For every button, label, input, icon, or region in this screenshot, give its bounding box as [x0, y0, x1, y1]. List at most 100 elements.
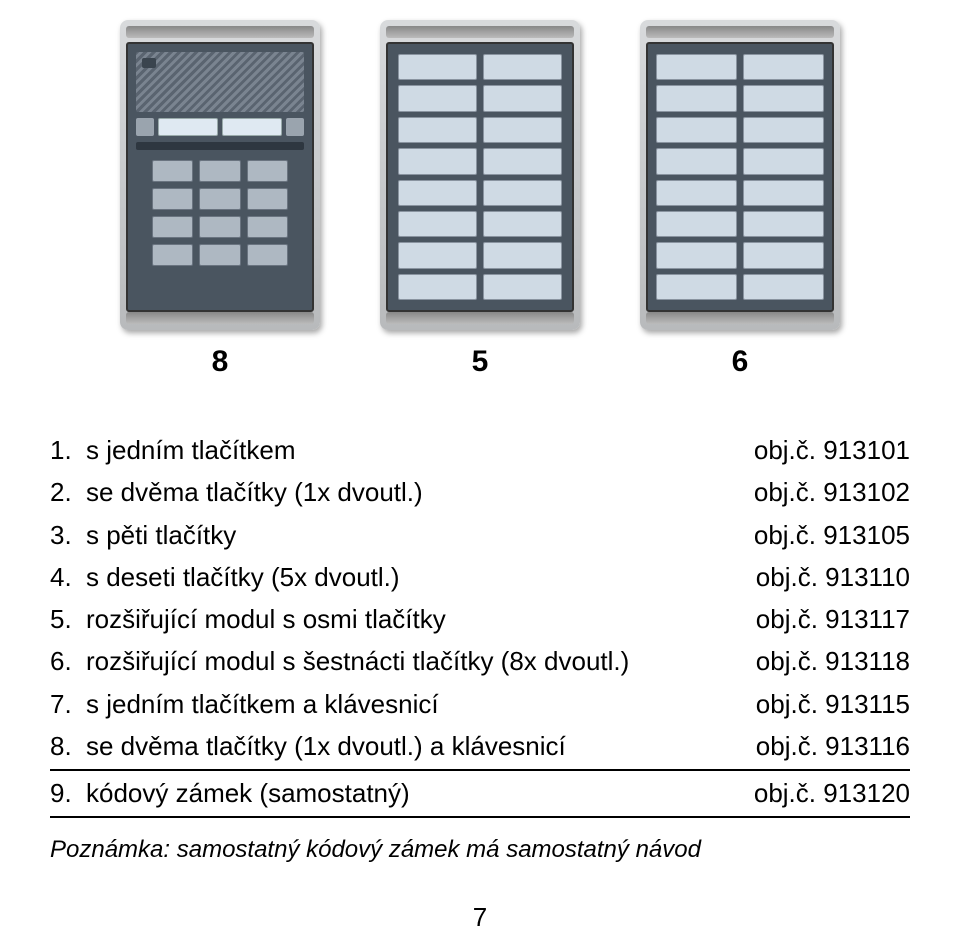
- nameplate-button-icon: [656, 148, 737, 174]
- nameplate-button-icon: [483, 242, 562, 268]
- list-item: 9.kódový zámek (samostatný)obj.č. 913120: [50, 769, 910, 817]
- nameplate-button-icon: [398, 242, 477, 268]
- panel-number-label: 8: [212, 345, 229, 379]
- button-column: [656, 54, 737, 300]
- call-button-icon: [286, 118, 304, 136]
- nameplate-icon: [158, 118, 218, 136]
- keypad-key-icon: [247, 160, 288, 182]
- list-item-label: s deseti tlačítky (5x dvoutl.): [86, 557, 756, 597]
- button-row: [398, 54, 562, 80]
- nameplate-button-icon: [483, 274, 562, 300]
- call-button-icon: [136, 118, 154, 136]
- list-item: 7.s jedním tlačítkem a klávesnicíobj.č. …: [50, 683, 910, 725]
- nameplate-button-icon: [483, 117, 562, 143]
- list-item-code: obj.č. 913118: [756, 641, 910, 681]
- keypad-key-icon: [152, 216, 193, 238]
- nameplate-button-icon: [656, 211, 737, 237]
- keypad-key-icon: [247, 244, 288, 266]
- list-item-number: 8.: [50, 726, 86, 766]
- button-row: [398, 85, 562, 111]
- panel-body: [126, 42, 314, 312]
- list-item-number: 1.: [50, 430, 86, 470]
- nameplate-button-icon: [398, 148, 477, 174]
- list-item-number: 4.: [50, 557, 86, 597]
- nameplate-button-icon: [656, 180, 737, 206]
- nameplate-button-icon: [656, 274, 737, 300]
- list-item-label: rozšiřující modul s šestnácti tlačítky (…: [86, 641, 756, 681]
- panel-5-wrap: 5: [380, 20, 580, 379]
- list-item-code: obj.č. 913115: [756, 684, 910, 724]
- list-item-code: obj.č. 913102: [754, 472, 910, 512]
- list-item: 2.se dvěma tlačítky (1x dvoutl.)obj.č. 9…: [50, 471, 910, 513]
- panel-top-cap: [126, 26, 314, 38]
- button-row: [398, 242, 562, 268]
- keypad-key-icon: [247, 216, 288, 238]
- list-item-label: se dvěma tlačítky (1x dvoutl.): [86, 472, 754, 512]
- nameplate-button-icon: [398, 85, 477, 111]
- list-item-number: 9.: [50, 773, 86, 813]
- nameplate-button-icon: [743, 180, 824, 206]
- list-item-label: se dvěma tlačítky (1x dvoutl.) a klávesn…: [86, 726, 756, 766]
- nameplate-button-icon: [656, 117, 737, 143]
- keypad-key-icon: [247, 188, 288, 210]
- list-item-number: 3.: [50, 515, 86, 555]
- button-row: [398, 117, 562, 143]
- list-item-number: 7.: [50, 684, 86, 724]
- button-row: [398, 148, 562, 174]
- list-item-code: obj.č. 913101: [754, 430, 910, 470]
- footnote: Poznámka: samostatný kódový zámek má sam…: [50, 836, 910, 864]
- nameplate-button-icon: [656, 242, 737, 268]
- nameplate-button-icon: [743, 54, 824, 80]
- nameplate-button-icon: [656, 85, 737, 111]
- nameplate-button-icon: [398, 54, 477, 80]
- separator-icon: [136, 142, 304, 150]
- list-item: 1.s jedním tlačítkemobj.č. 913101: [50, 429, 910, 471]
- list-item-code: obj.č. 913110: [756, 557, 910, 597]
- nameplate-button-icon: [743, 117, 824, 143]
- keypad-key-icon: [152, 160, 193, 182]
- nameplate-button-icon: [398, 117, 477, 143]
- keypad-key-icon: [199, 160, 240, 182]
- nameplate-button-icon: [398, 180, 477, 206]
- list-item-label: rozšiřující modul s osmi tlačítky: [86, 599, 756, 639]
- list-item: 4.s deseti tlačítky (5x dvoutl.)obj.č. 9…: [50, 556, 910, 598]
- panel-6-wrap: 6: [640, 20, 840, 379]
- list-item-number: 5.: [50, 599, 86, 639]
- nameplate-button-icon: [483, 211, 562, 237]
- list-item: 5.rozšiřující modul s osmi tlačítkyobj.č…: [50, 598, 910, 640]
- nameplate-button-icon: [743, 242, 824, 268]
- panel-number-label: 6: [732, 345, 749, 379]
- list-item-number: 2.: [50, 472, 86, 512]
- speaker-grille-icon: [136, 52, 304, 112]
- list-item-code: obj.č. 913120: [754, 773, 910, 813]
- button-row: [398, 274, 562, 300]
- nameplate-button-icon: [398, 274, 477, 300]
- list-item-code: obj.č. 913105: [754, 515, 910, 555]
- list-item-label: s jedním tlačítkem a klávesnicí: [86, 684, 756, 724]
- nameplate-button-icon: [483, 148, 562, 174]
- keypad-key-icon: [199, 244, 240, 266]
- keypad-icon: [136, 156, 304, 270]
- button-column: [743, 54, 824, 300]
- nameplate-button-icon: [483, 54, 562, 80]
- nameplate-icon: [222, 118, 282, 136]
- keypad-key-icon: [199, 188, 240, 210]
- panel-bottom-cap: [126, 312, 314, 324]
- panel-top-cap: [646, 26, 834, 38]
- panel-top-cap: [386, 26, 574, 38]
- list-item: 8.se dvěma tlačítky (1x dvoutl.) a kláve…: [50, 725, 910, 767]
- panel-body: [646, 42, 834, 312]
- panel-8-wrap: 8: [120, 20, 320, 379]
- button-row: [398, 211, 562, 237]
- nameplate-button-icon: [483, 180, 562, 206]
- panel-body: [386, 42, 574, 312]
- nameplate-button-icon: [743, 148, 824, 174]
- panel-number-label: 5: [472, 345, 489, 379]
- keypad-key-icon: [199, 216, 240, 238]
- list-item: 6.rozšiřující modul s šestnácti tlačítky…: [50, 640, 910, 682]
- list-item-code: obj.č. 913117: [756, 599, 910, 639]
- list-item-label: s jedním tlačítkem: [86, 430, 754, 470]
- panel-bottom-cap: [646, 312, 834, 324]
- button-row: [398, 180, 562, 206]
- nameplate-button-icon: [483, 85, 562, 111]
